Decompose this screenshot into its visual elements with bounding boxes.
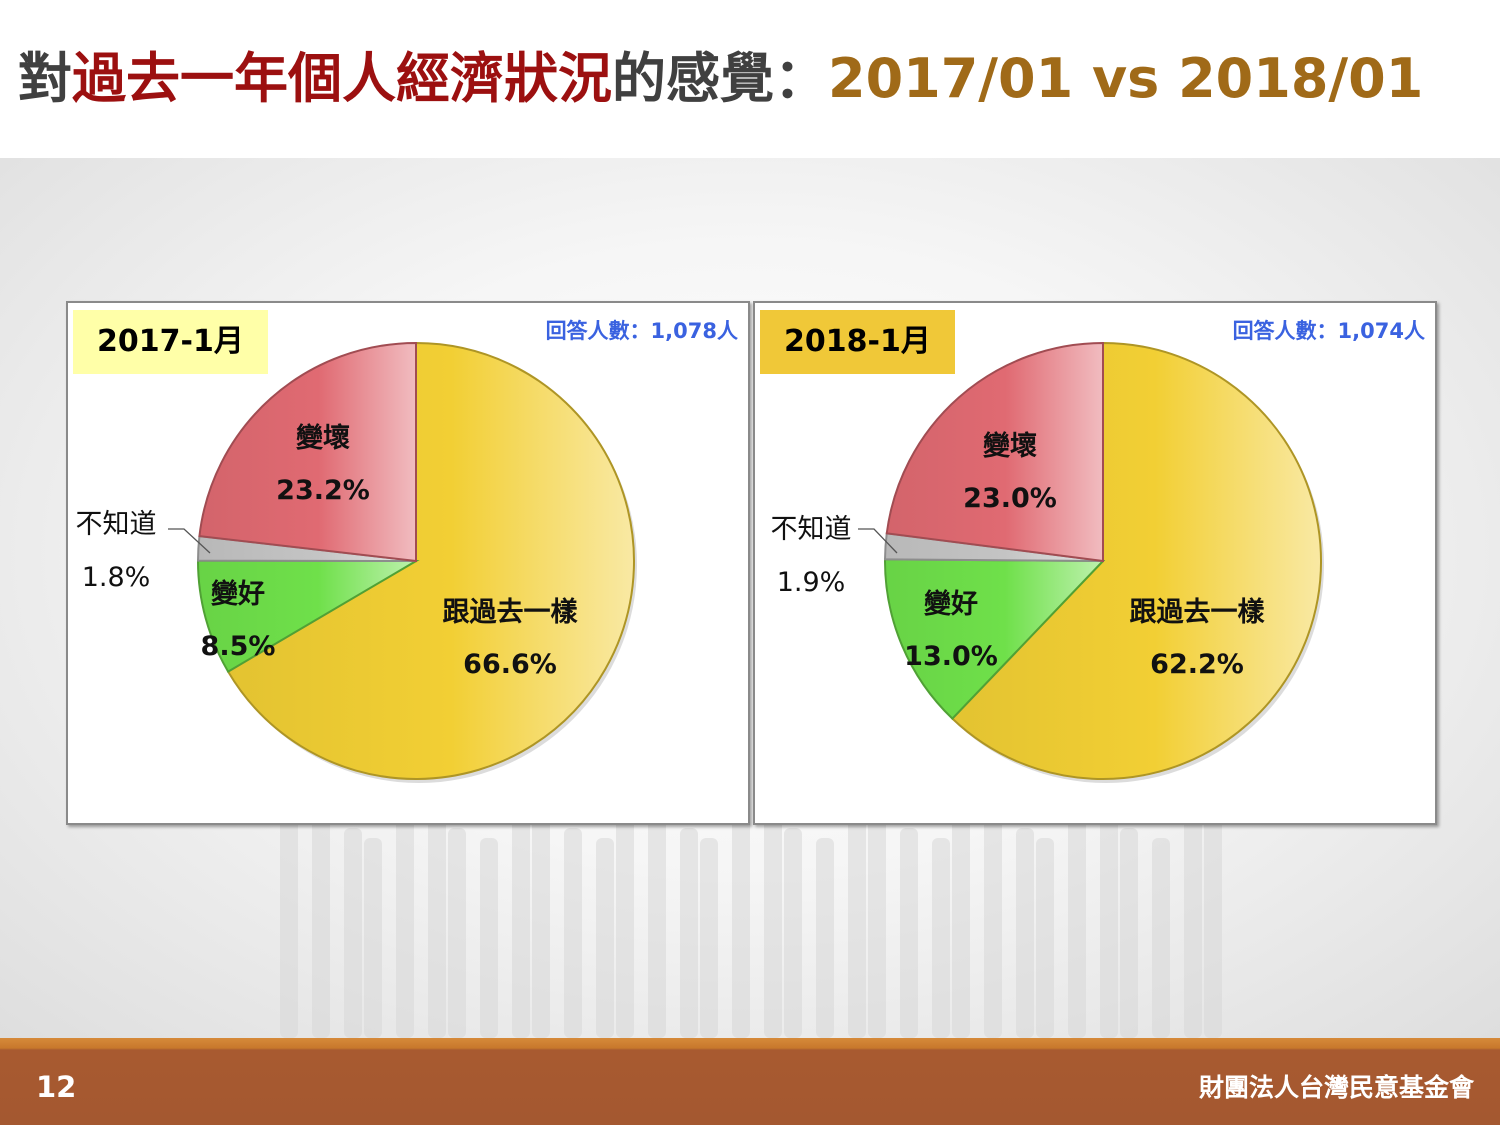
- pie-slice: [226, 341, 635, 780]
- slice-label: 不知道: [76, 509, 157, 540]
- chart-title-2018: 2018-1月: [760, 310, 955, 374]
- slice-value-label: 13.0%: [904, 641, 998, 672]
- pie-chart-2018: 跟過去一樣 62.2% 變好 13.0% 不知道 1.9% 變壞 23.0%: [771, 341, 1324, 783]
- slice-value-label: 66.6%: [463, 649, 557, 680]
- title-part-2: 過去一年個人經濟狀況: [72, 47, 612, 110]
- slice-label: 變好: [211, 578, 265, 610]
- pie-slice: [198, 341, 417, 563]
- slice-label: 跟過去一樣: [1130, 597, 1266, 628]
- slice-value-label: 8.5%: [201, 631, 276, 662]
- respondents-count-2018: 回答人數：1,074人: [1232, 319, 1425, 343]
- pie-slice: [885, 341, 1104, 563]
- slice-value-label: 23.0%: [963, 483, 1057, 514]
- title-part-1: 對: [18, 47, 72, 110]
- pie-chart-2017: 跟過去一樣 66.6% 變好 8.5% 不知道 1.8% 變壞 23.2%: [76, 341, 637, 783]
- footer-bar: [0, 1038, 1500, 1125]
- pie-slice: [884, 558, 1106, 721]
- slice-label: 跟過去一樣: [443, 597, 579, 628]
- title-part-3: 的感覺：: [612, 47, 828, 110]
- crowd-silhouette: [280, 808, 1222, 1038]
- pie-slice: [196, 559, 420, 673]
- slice-label: 變好: [924, 588, 978, 620]
- pie-chart-panel-2017: 跟過去一樣 66.6% 變好 8.5% 不知道 1.8% 變壞 23.2% 2017-1月 回…: [66, 301, 750, 825]
- chart-title-2017: 2017-1月: [73, 310, 268, 374]
- slice-value-label: 1.9%: [777, 567, 846, 598]
- slice-label: 變壞: [296, 422, 350, 454]
- page-number: 12: [36, 1070, 77, 1104]
- pie-chart-panel-2018: 跟過去一樣 62.2% 變好 13.0% 不知道 1.9% 變壞 23.0% 2018-1月 …: [753, 301, 1437, 825]
- organization-name: 財團法人台灣民意基金會: [1198, 1073, 1474, 1102]
- slice-value-label: 1.8%: [82, 562, 151, 593]
- slice-label: 變壞: [983, 430, 1037, 462]
- leader-line: [168, 528, 211, 554]
- pie-slice: [950, 341, 1322, 780]
- page-title: 對過去一年個人經濟狀況的感覺：2017/01 vs 2018/01: [18, 52, 1423, 106]
- slice-value-label: 23.2%: [276, 475, 370, 506]
- leader-line: [858, 528, 898, 554]
- slice-label: 不知道: [771, 514, 852, 545]
- title-part-4: 2017/01 vs 2018/01: [828, 47, 1424, 110]
- slice-value-label: 62.2%: [1150, 649, 1244, 680]
- respondents-count-2017: 回答人數：1,078人: [545, 319, 738, 343]
